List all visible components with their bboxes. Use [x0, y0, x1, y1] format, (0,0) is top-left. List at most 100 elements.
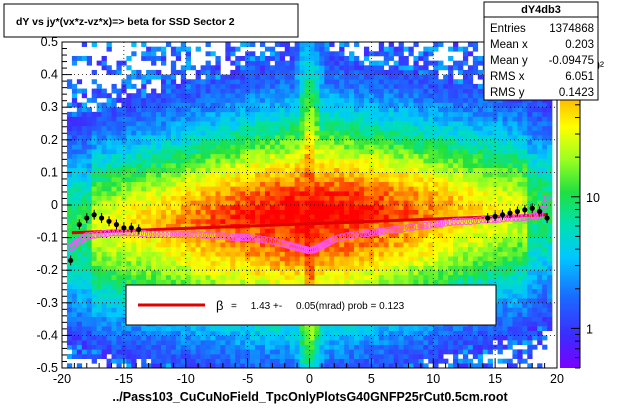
- heat-cell: [299, 251, 305, 257]
- heat-cell: [200, 326, 206, 332]
- heat-cell: [126, 144, 132, 150]
- heat-cell: [175, 102, 182, 108]
- heat-cell: [255, 218, 261, 224]
- heat-cell: [418, 228, 424, 234]
- heat-cell: [378, 191, 385, 196]
- heat-cell: [383, 83, 389, 89]
- heat-cell: [121, 270, 127, 276]
- heat-cell: [81, 302, 88, 308]
- heat-cell: [131, 335, 137, 341]
- heat-cell: [344, 158, 350, 164]
- heat-cell: [111, 209, 117, 215]
- heat-cell: [66, 251, 73, 257]
- heat-cell: [146, 79, 152, 85]
- heat-cell: [165, 163, 172, 169]
- heat-cell: [255, 102, 261, 108]
- heat-cell: [250, 139, 256, 145]
- heat-cell: [146, 260, 152, 266]
- heat-cell: [76, 125, 83, 131]
- heat-cell: [324, 349, 330, 355]
- heat-cell: [180, 186, 187, 192]
- heat-cell: [86, 307, 92, 313]
- heat-cell: [304, 335, 310, 341]
- heat-cell: [398, 125, 404, 131]
- heat-cell: [408, 163, 414, 169]
- heat-cell: [269, 274, 276, 280]
- heat-cell: [190, 200, 196, 206]
- heat-cell: [260, 116, 266, 122]
- heat-cell: [413, 111, 419, 117]
- heat-cell: [378, 344, 385, 350]
- heat-cell: [398, 177, 404, 183]
- heat-cell: [131, 330, 137, 336]
- heat-cell: [225, 335, 231, 341]
- heat-cell: [299, 158, 305, 164]
- heat-cell: [240, 144, 246, 150]
- heat-cell: [284, 218, 290, 224]
- heat-cell: [413, 158, 419, 164]
- heat-cell: [344, 354, 350, 359]
- heat-cell: [146, 186, 152, 192]
- heat-cell: [175, 167, 182, 173]
- heat-cell: [170, 209, 177, 215]
- heat-cell: [363, 46, 370, 52]
- heat-cell: [225, 218, 231, 224]
- heat-cell: [111, 326, 117, 332]
- heat-cell: [106, 270, 112, 276]
- heat-cell: [230, 256, 236, 262]
- heat-cell: [215, 121, 221, 127]
- heat-cell: [344, 130, 350, 136]
- heat-cell: [373, 330, 380, 336]
- heat-cell: [388, 93, 394, 99]
- heat-cell: [106, 135, 112, 141]
- heat-cell: [363, 177, 370, 183]
- heat-cell: [264, 214, 271, 220]
- heat-cell: [413, 256, 419, 262]
- heat-cell: [363, 335, 370, 341]
- heat-cell: [66, 79, 73, 85]
- heat-cell: [101, 107, 107, 113]
- heat-cell: [66, 363, 73, 368]
- heat-cell: [324, 65, 330, 71]
- heat-cell: [274, 93, 281, 99]
- heat-cell: [146, 93, 152, 99]
- heat-cell: [304, 265, 310, 271]
- heat-cell: [230, 177, 236, 183]
- heat-cell: [289, 251, 295, 257]
- heat-cell: [408, 93, 414, 99]
- heat-cell: [86, 344, 92, 350]
- heat-cell: [66, 209, 73, 215]
- heat-cell: [383, 163, 389, 169]
- heat-cell: [373, 200, 380, 206]
- heat-cell: [433, 181, 439, 187]
- heat-cell: [165, 265, 172, 271]
- heat-cell: [255, 344, 261, 350]
- heat-cell: [378, 349, 385, 355]
- heat-cell: [220, 191, 226, 196]
- heat-cell: [190, 93, 196, 99]
- heat-cell: [260, 195, 266, 201]
- heat-cell: [359, 354, 365, 359]
- heat-cell: [205, 340, 211, 346]
- heat-cell: [111, 111, 117, 117]
- heat-cell: [195, 163, 201, 169]
- heat-cell: [260, 200, 266, 206]
- heat-cell: [279, 107, 286, 113]
- heat-cell: [294, 181, 300, 187]
- heat-cell: [393, 97, 399, 103]
- heat-cell: [96, 130, 102, 136]
- heat-cell: [329, 51, 335, 57]
- heat-cell: [141, 111, 147, 117]
- heat-cell: [428, 205, 434, 210]
- heat-cell: [269, 191, 276, 196]
- heat-cell: [185, 46, 191, 52]
- heat-cell: [398, 330, 404, 336]
- heat-cell: [363, 55, 370, 61]
- heat-cell: [339, 256, 345, 262]
- heat-cell: [116, 279, 122, 285]
- heat-cell: [106, 163, 112, 169]
- heat-cell: [205, 344, 211, 350]
- heat-cell: [81, 354, 88, 359]
- heat-cell: [334, 139, 340, 145]
- heat-cell: [403, 55, 409, 61]
